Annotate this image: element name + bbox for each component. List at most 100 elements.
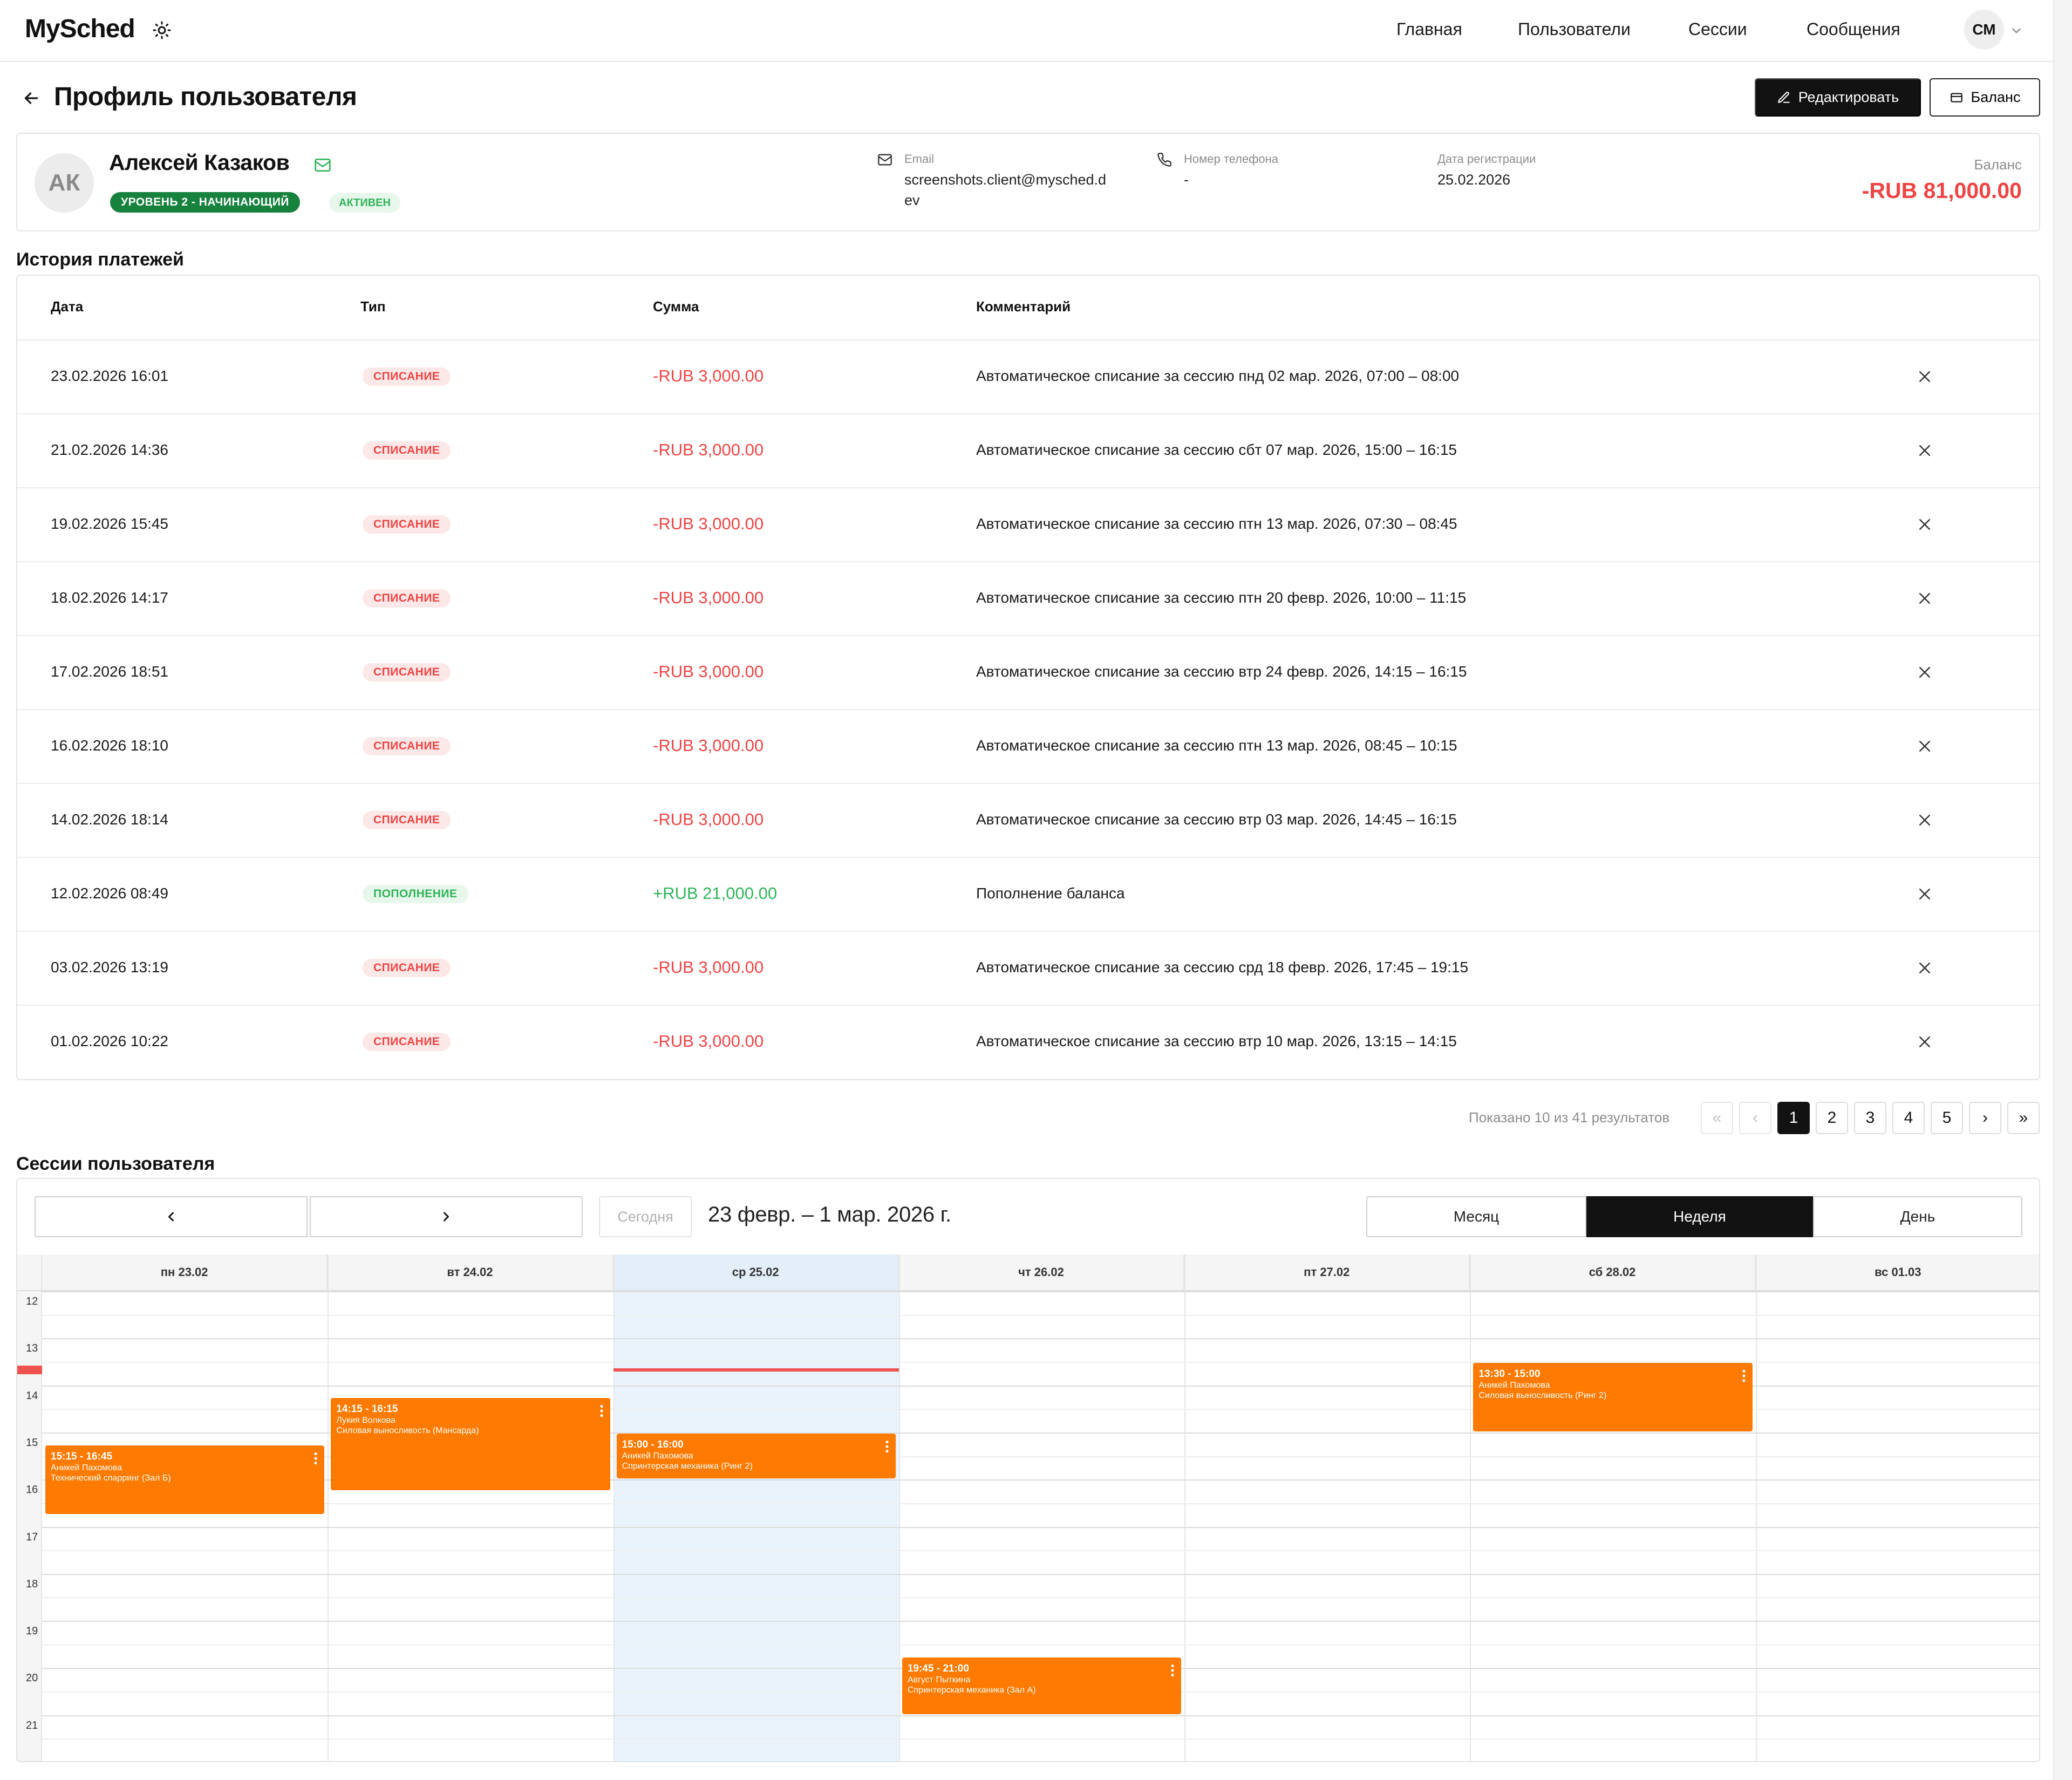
half-hour-line: [42, 1409, 2039, 1410]
delete-icon[interactable]: [1917, 1034, 1933, 1050]
more-options-icon[interactable]: [599, 1404, 604, 1417]
nav-users[interactable]: Пользователи: [1518, 19, 1631, 39]
payment-comment: Пополнение баланса: [976, 885, 1125, 902]
table-row: 23.02.2026 16:01 СПИСАНИЕ -RUB 3,000.00 Авт…: [17, 340, 2039, 414]
scrollbar[interactable]: [2053, 0, 2072, 1780]
current-time-line: [613, 1368, 899, 1372]
email-value-line1: screenshots.client@mysched.d: [904, 172, 1107, 188]
user-menu-avatar[interactable]: СМ: [1964, 10, 2004, 50]
payments-table: Дата Тип Сумма Комментарий 23.02.2026 16…: [16, 275, 2040, 1080]
hour-label: 19: [26, 1625, 38, 1638]
delete-icon[interactable]: [1917, 886, 1933, 902]
registration-date: 25.02.2026: [1437, 172, 1511, 188]
balance-button[interactable]: Баланс: [1930, 78, 2040, 117]
hour-line: [42, 1385, 2039, 1387]
delete-icon[interactable]: [1917, 960, 1933, 976]
view-day-button[interactable]: День: [1813, 1196, 2022, 1237]
edit-icon: [1777, 91, 1790, 103]
day-header[interactable]: пт 27.02: [1184, 1254, 1470, 1291]
payment-amount: +RUB 21,000.00: [653, 884, 778, 903]
delete-icon[interactable]: [1917, 516, 1933, 533]
day-header[interactable]: вт 24.02: [328, 1254, 614, 1291]
hour-line: [42, 1573, 2039, 1575]
calendar-today-button[interactable]: Сегодня: [599, 1196, 692, 1237]
table-row: 19.02.2026 15:45 СПИСАНИЕ -RUB 3,000.00 Авт…: [17, 488, 2039, 562]
payment-type-badge: СПИСАНИЕ: [363, 811, 451, 829]
payment-date: 21.02.2026 14:36: [51, 441, 168, 458]
table-row: 12.02.2026 08:49 ПОПОЛНЕНИЕ +RUB 21,000.00…: [17, 858, 2039, 932]
avatar: АК: [35, 153, 94, 213]
time-gutter: [17, 1254, 42, 1761]
event-person: Лукия Волкова: [336, 1416, 396, 1426]
delete-icon[interactable]: [1917, 664, 1933, 680]
hour-line: [42, 1715, 2039, 1716]
calendar-prev-button[interactable]: [35, 1196, 308, 1237]
column-header-amount: Сумма: [653, 298, 699, 315]
app-logo[interactable]: MySched: [25, 15, 135, 43]
event-title: Спринтерская механика (Зал А): [907, 1685, 1036, 1695]
payment-date: 03.02.2026 13:19: [51, 959, 168, 976]
nav-sessions[interactable]: Сессии: [1688, 19, 1747, 39]
column-divider: [1470, 1254, 1471, 1761]
email-verified-icon: [315, 159, 331, 172]
more-options-icon[interactable]: [1742, 1369, 1746, 1382]
email-value-line2: ev: [904, 192, 920, 208]
status-badge: АКТИВЕН: [329, 193, 400, 213]
nav-messages[interactable]: Сообщения: [1807, 19, 1900, 39]
view-month-button[interactable]: Месяц: [1366, 1196, 1586, 1237]
more-options-icon[interactable]: [1170, 1664, 1175, 1677]
table-row: 03.02.2026 13:19 СПИСАНИЕ -RUB 3,000.00 Авт…: [17, 932, 2039, 1006]
calendar-next-button[interactable]: [310, 1196, 583, 1237]
day-header[interactable]: чт 26.02: [898, 1254, 1185, 1291]
column-divider: [613, 1254, 615, 1761]
day-header[interactable]: ср 25.02: [613, 1254, 899, 1291]
hour-line: [42, 1432, 2039, 1434]
day-header[interactable]: вс 01.03: [1755, 1254, 2039, 1291]
table-row: 21.02.2026 14:36 СПИСАНИЕ -RUB 3,000.00 Авт…: [17, 414, 2039, 488]
session-event[interactable]: 13:30 - 15:00 Аникей Пахомова Силовая выно…: [1473, 1362, 1753, 1431]
back-arrow-icon[interactable]: [22, 88, 41, 108]
delete-icon[interactable]: [1917, 738, 1933, 754]
chevron-down-icon[interactable]: [2009, 24, 2023, 38]
more-options-icon[interactable]: [885, 1440, 889, 1453]
delete-icon[interactable]: [1917, 590, 1933, 606]
session-event[interactable]: 15:00 - 16:00 Аникей Пахомова Спринтерская…: [616, 1433, 896, 1479]
pagination-prev-button[interactable]: ‹: [1739, 1102, 1771, 1134]
chevron-left-icon: [168, 1212, 174, 1222]
session-event[interactable]: 14:15 - 16:15 Лукия Волкова Силовая выносл…: [331, 1398, 610, 1491]
payment-type-badge: СПИСАНИЕ: [363, 515, 451, 534]
hour-label: 13: [26, 1342, 38, 1355]
payment-comment: Автоматическое списание за сессию птн 13…: [976, 515, 1457, 532]
session-event[interactable]: 19:45 - 21:00 Август Пыткина Спринтерская …: [902, 1657, 1182, 1714]
delete-icon[interactable]: [1917, 369, 1933, 385]
table-header: Дата Тип Сумма Комментарий: [17, 276, 2039, 340]
hour-line: [42, 1621, 2039, 1622]
more-options-icon[interactable]: [313, 1452, 318, 1465]
pagination-page-3[interactable]: 3: [1854, 1102, 1886, 1134]
theme-toggle-icon[interactable]: [152, 21, 172, 40]
pagination-page-2[interactable]: 2: [1816, 1102, 1848, 1134]
payment-date: 16.02.2026 18:10: [51, 737, 168, 754]
delete-icon[interactable]: [1917, 812, 1933, 828]
session-event[interactable]: 15:15 - 16:45 Аникей Пахомова Технический …: [45, 1445, 325, 1514]
edit-button[interactable]: Редактировать: [1755, 78, 1921, 117]
balance-label: Баланс: [1974, 156, 2022, 173]
hour-label: 21: [26, 1719, 38, 1731]
phone-value: -: [1184, 172, 1189, 188]
event-time: 13:30 - 15:00: [1478, 1368, 1541, 1380]
delete-icon[interactable]: [1917, 442, 1933, 459]
pagination-page-5[interactable]: 5: [1931, 1102, 1963, 1134]
pagination-last-button[interactable]: »: [2007, 1102, 2040, 1134]
payment-comment: Автоматическое списание за сессию птн 13…: [976, 737, 1457, 754]
pagination-next-button[interactable]: ›: [1969, 1102, 2001, 1134]
pagination-first-button[interactable]: «: [1701, 1102, 1733, 1134]
nav-home[interactable]: Главная: [1396, 19, 1462, 39]
pagination-page-1[interactable]: 1: [1777, 1102, 1810, 1134]
day-header[interactable]: сб 28.02: [1470, 1254, 1756, 1291]
pagination-page-4[interactable]: 4: [1892, 1102, 1925, 1134]
sessions-title: Сессии пользователя: [16, 1154, 215, 1174]
day-header[interactable]: пн 23.02: [42, 1254, 328, 1291]
view-week-button[interactable]: Неделя: [1586, 1196, 1813, 1237]
phone-label: Номер телефона: [1184, 152, 1278, 166]
table-row: 17.02.2026 18:51 СПИСАНИЕ -RUB 3,000.00 Авт…: [17, 636, 2039, 710]
